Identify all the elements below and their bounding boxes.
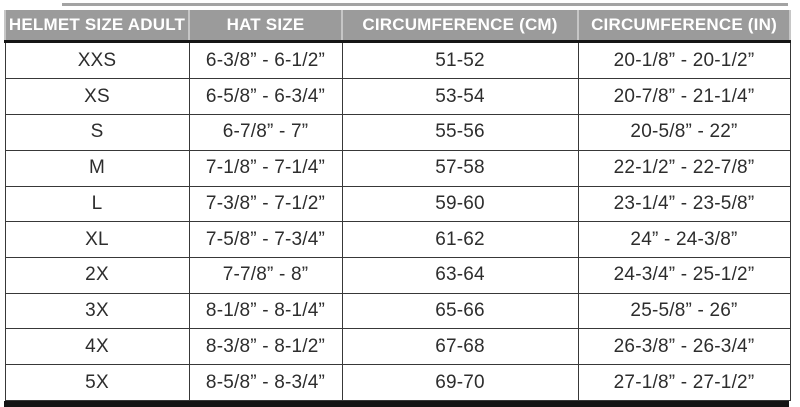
circumference-cm-cell: 53-54	[341, 78, 579, 116]
table-header-row: HELMET SIZE ADULT HAT SIZE CIRCUMFERENCE…	[4, 10, 791, 43]
circumference-in-cell: 23-1/4” - 23-5/8”	[577, 185, 791, 223]
hat-size-cell: 8-3/8” - 8-1/2”	[188, 328, 343, 366]
circumference-in-cell: 20-5/8” - 22”	[577, 114, 791, 151]
circumference-in-cell: 24-3/4” - 25-1/2”	[577, 256, 791, 294]
circumference-cm-cell: 63-64	[341, 256, 579, 294]
hat-size-cell: 7-5/8” - 7-3/4”	[188, 221, 343, 258]
table-row-3x: 3X 8-1/8” - 8-1/4” 65-66 25-5/8” - 26”	[4, 292, 791, 330]
helmet-size-table: HELMET SIZE ADULT HAT SIZE CIRCUMFERENCE…	[4, 10, 791, 401]
helmet-size-cell: 3X	[4, 292, 190, 330]
circumference-cm-cell: 55-56	[341, 114, 579, 151]
hat-size-cell: 8-5/8” - 8-3/4”	[188, 364, 343, 401]
circumference-in-cell: 20-1/8” - 20-1/2”	[577, 40, 791, 80]
circumference-in-cell: 25-5/8” - 26”	[577, 292, 791, 330]
helmet-size-cell: 2X	[4, 256, 190, 294]
helmet-size-cell: S	[4, 114, 190, 151]
col-header-circumference-cm: CIRCUMFERENCE (CM)	[341, 10, 579, 43]
hat-size-cell: 6-3/8” - 6-1/2”	[188, 40, 343, 80]
table-row-4x: 4X 8-3/8” - 8-1/2” 67-68 26-3/8” - 26-3/…	[4, 328, 791, 366]
table-row-xs: XS 6-5/8” - 6-3/4” 53-54 20-7/8” - 21-1/…	[4, 78, 791, 116]
table-row-s: S 6-7/8” - 7” 55-56 20-5/8” - 22”	[4, 114, 791, 151]
hat-size-cell: 7-1/8” - 7-1/4”	[188, 149, 343, 187]
helmet-size-cell: 5X	[4, 364, 190, 401]
circumference-cm-cell: 65-66	[341, 292, 579, 330]
top-crop-line	[62, 3, 788, 6]
table-row-l: L 7-3/8” - 7-1/2” 59-60 23-1/4” - 23-5/8…	[4, 185, 791, 223]
circumference-in-cell: 22-1/2” - 22-7/8”	[577, 149, 791, 187]
circumference-cm-cell: 51-52	[341, 40, 579, 80]
circumference-cm-cell: 67-68	[341, 328, 579, 366]
circumference-cm-cell: 57-58	[341, 149, 579, 187]
helmet-size-cell: L	[4, 185, 190, 223]
circumference-cm-cell: 69-70	[341, 364, 579, 401]
col-header-helmet-size: HELMET SIZE ADULT	[4, 10, 190, 43]
hat-size-cell: 8-1/8” - 8-1/4”	[188, 292, 343, 330]
table-row-m: M 7-1/8” - 7-1/4” 57-58 22-1/2” - 22-7/8…	[4, 149, 791, 187]
col-header-hat-size: HAT SIZE	[188, 10, 343, 43]
hat-size-cell: 6-7/8” - 7”	[188, 114, 343, 151]
helmet-size-cell: XS	[4, 78, 190, 116]
table-row-xl: XL 7-5/8” - 7-3/4” 61-62 24” - 24-3/8”	[4, 221, 791, 258]
circumference-in-cell: 20-7/8” - 21-1/4”	[577, 78, 791, 116]
circumference-in-cell: 24” - 24-3/8”	[577, 221, 791, 258]
circumference-in-cell: 26-3/8” - 26-3/4”	[577, 328, 791, 366]
hat-size-cell: 7-3/8” - 7-1/2”	[188, 185, 343, 223]
helmet-size-cell: XXS	[4, 40, 190, 80]
circumference-cm-cell: 61-62	[341, 221, 579, 258]
helmet-size-cell: 4X	[4, 328, 190, 366]
hat-size-cell: 7-7/8” - 8”	[188, 256, 343, 294]
circumference-in-cell: 27-1/8” - 27-1/2”	[577, 364, 791, 401]
helmet-size-cell: M	[4, 149, 190, 187]
col-header-circumference-in: CIRCUMFERENCE (IN)	[577, 10, 791, 43]
hat-size-cell: 6-5/8” - 6-3/4”	[188, 78, 343, 116]
table-row-xxs: XXS 6-3/8” - 6-1/2” 51-52 20-1/8” - 20-1…	[4, 40, 791, 80]
circumference-cm-cell: 59-60	[341, 185, 579, 223]
helmet-size-cell: XL	[4, 221, 190, 258]
table-row-5x: 5X 8-5/8” - 8-3/4” 69-70 27-1/8” - 27-1/…	[4, 364, 791, 401]
table-bottom-border-bar	[4, 401, 789, 407]
table-row-2x: 2X 7-7/8” - 8” 63-64 24-3/4” - 25-1/2”	[4, 256, 791, 294]
